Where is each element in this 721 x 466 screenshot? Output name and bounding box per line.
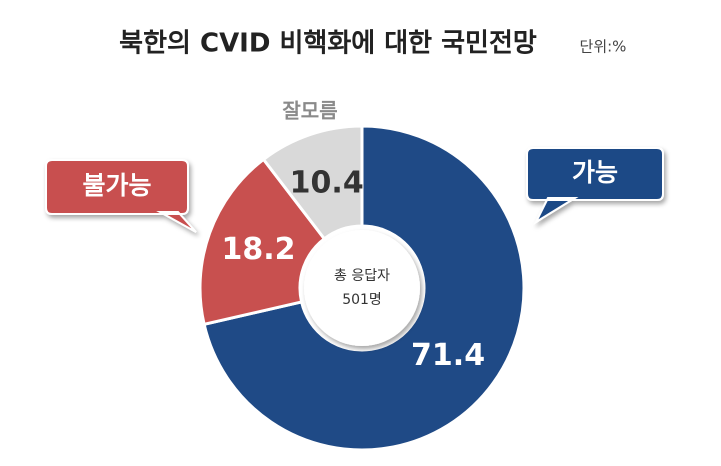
center-label: 501명 — [342, 292, 382, 308]
center-label: 총 응답자 — [334, 268, 390, 284]
callout-box — [45, 159, 197, 233]
callout-box — [526, 147, 664, 225]
donut-slice — [202, 124, 526, 452]
callouts: 가능 불가능 잘모름 — [45, 99, 664, 233]
donut-hole — [304, 230, 420, 346]
donut-slice — [261, 124, 364, 241]
legend-label: 가능 — [572, 158, 618, 187]
unit-label: 단위:% — [580, 38, 627, 56]
legend-label: 잘모름 — [282, 99, 337, 123]
donut: 71.4 18.2 10.4 — [198, 124, 526, 452]
data-label: 10.4 — [290, 165, 364, 200]
legend-label: 불가능 — [82, 171, 151, 200]
data-label: 18.2 — [221, 232, 295, 267]
chart-title: 북한의 CVID 비핵화에 대한 국민전망 — [119, 29, 537, 59]
data-label: 71.4 — [411, 338, 485, 373]
